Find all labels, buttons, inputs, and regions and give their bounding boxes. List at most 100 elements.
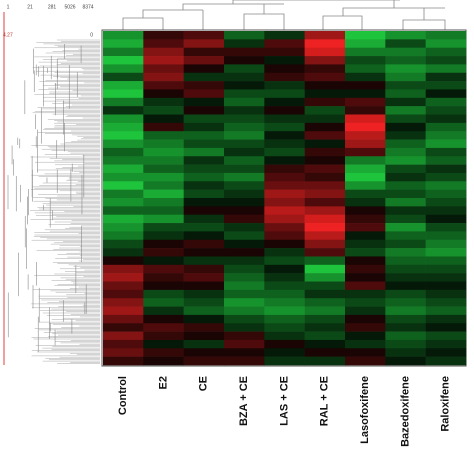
heatmap-cell <box>425 147 467 157</box>
heatmap-cell <box>304 206 346 215</box>
heatmap-cell <box>183 47 225 57</box>
heatmap-cell <box>425 97 467 107</box>
heatmap-cell <box>143 331 184 341</box>
column-label: LAS + CE <box>278 376 290 426</box>
heatmap-cell <box>345 81 386 90</box>
heatmap-cell <box>143 231 184 241</box>
heatmap-cell <box>183 348 225 357</box>
heatmap-cell <box>224 348 265 357</box>
heatmap-cell <box>224 47 265 57</box>
heatmap-cell <box>103 114 144 124</box>
heatmap-cell <box>183 339 225 349</box>
heatmap-cell <box>345 298 386 307</box>
heatmap-cell <box>264 256 305 266</box>
heatmap-cell <box>425 31 467 40</box>
heatmap-cell <box>425 214 467 224</box>
heatmap-cell <box>264 114 305 124</box>
heatmap-cell <box>143 39 184 48</box>
heatmap-cell <box>143 114 184 124</box>
heatmap-cell <box>345 31 386 40</box>
heatmap-cell <box>264 64 305 74</box>
heatmap-cell <box>183 306 225 316</box>
heatmap-cell <box>224 64 265 74</box>
heatmap-cell <box>264 72 305 82</box>
heatmap-cell <box>264 56 305 65</box>
heatmap-cell <box>425 181 467 190</box>
heatmap-cell <box>103 139 144 149</box>
heatmap-cell <box>385 273 426 282</box>
heatmap-cell <box>183 206 225 215</box>
heatmap-cell <box>183 89 225 99</box>
heatmap-cell <box>345 314 386 324</box>
heatmap-cell <box>143 56 184 65</box>
heatmap-cell <box>224 97 265 107</box>
heatmap-cell <box>103 298 144 307</box>
heatmap-cell <box>183 122 225 132</box>
heatmap-cell <box>304 348 346 357</box>
heatmap-cell <box>304 147 346 157</box>
heatmap-cell <box>304 139 346 149</box>
heatmap-cell <box>425 39 467 48</box>
heatmap-cell <box>103 339 144 349</box>
heatmap-cell <box>385 323 426 332</box>
heatmap-cell <box>345 331 386 341</box>
heatmap-cell <box>385 47 426 57</box>
heatmap-cell <box>264 39 305 48</box>
heatmap-cell <box>345 273 386 282</box>
heatmap-cell <box>425 156 467 165</box>
heatmap-cell <box>103 281 144 291</box>
heatmap-cell <box>264 231 305 241</box>
heatmap-cell <box>143 64 184 74</box>
heatmap-cell <box>183 331 225 341</box>
heatmap-cell <box>425 264 467 274</box>
heatmap-cell <box>385 231 426 241</box>
heatmap-cell <box>345 248 386 257</box>
dendrogram-tick-label: 1 <box>7 4 10 10</box>
heatmap-cell <box>224 139 265 149</box>
heatmap-cell <box>224 189 265 199</box>
heatmap-cell <box>385 264 426 274</box>
heatmap-cell <box>224 264 265 274</box>
heatmap-cell <box>385 281 426 291</box>
heatmap-cell <box>304 231 346 241</box>
heatmap-cell <box>385 164 426 174</box>
heatmap-cell <box>264 147 305 157</box>
heatmap-cell <box>143 306 184 316</box>
column-label: Raloxifene <box>440 376 452 432</box>
heatmap-cell <box>304 289 346 299</box>
heatmap-cell <box>425 56 467 65</box>
heatmap-cell <box>345 106 386 115</box>
heatmap-cell <box>425 172 467 182</box>
heatmap-cell <box>224 214 265 224</box>
heatmap-cell <box>264 289 305 299</box>
heatmap-cell <box>143 339 184 349</box>
heatmap-cell <box>425 122 467 132</box>
heatmap-cell <box>304 164 346 174</box>
heatmap-cell <box>224 223 265 232</box>
heatmap-cell <box>264 189 305 199</box>
heatmap-cell <box>264 106 305 115</box>
heatmap-cell <box>385 206 426 215</box>
heatmap-cell <box>385 39 426 48</box>
column-dendrogram <box>122 0 446 30</box>
dendrogram-max-label: 4.27 <box>3 32 13 38</box>
heatmap-cell <box>385 114 426 124</box>
heatmap-cell <box>143 264 184 274</box>
dendrogram-min-label: 0 <box>90 32 93 38</box>
heatmap-cell <box>103 47 144 57</box>
heatmap-cell <box>183 273 225 282</box>
heatmap-cell <box>103 323 144 332</box>
heatmap-cell <box>224 31 265 40</box>
heatmap-cell <box>264 139 305 149</box>
heatmap-cell <box>385 339 426 349</box>
heatmap-cell <box>425 139 467 149</box>
heatmap-cell <box>345 164 386 174</box>
heatmap-cell <box>264 181 305 190</box>
heatmap-cell <box>264 339 305 349</box>
heatmap-cell <box>264 298 305 307</box>
heatmap-cell <box>304 81 346 90</box>
heatmap-cell <box>103 81 144 90</box>
column-label: Control <box>117 376 129 415</box>
heatmap-cell <box>385 289 426 299</box>
